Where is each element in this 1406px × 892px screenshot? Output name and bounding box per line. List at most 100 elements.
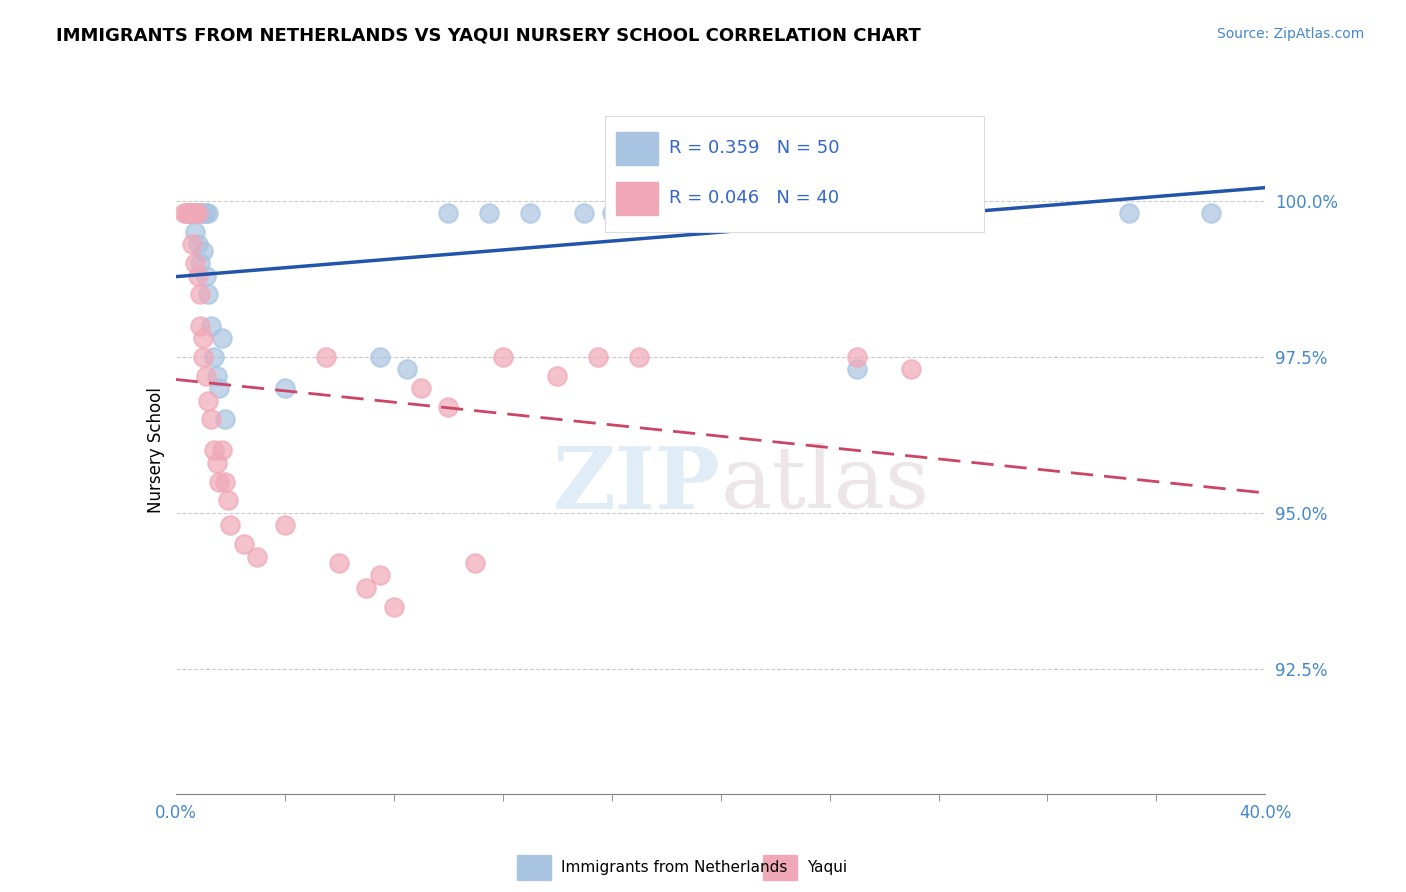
Point xyxy=(176,206,198,220)
Point xyxy=(627,350,650,364)
Point xyxy=(208,381,231,395)
Point xyxy=(586,350,609,364)
Point xyxy=(900,362,922,376)
Point xyxy=(205,456,228,470)
Point xyxy=(737,206,759,220)
Point xyxy=(191,244,214,258)
Point xyxy=(184,206,207,220)
Point xyxy=(186,268,209,283)
Point xyxy=(194,368,217,383)
Text: atlas: atlas xyxy=(721,443,929,526)
Text: ZIP: ZIP xyxy=(553,442,721,527)
Point xyxy=(191,331,214,345)
Point xyxy=(382,599,405,614)
Point xyxy=(200,318,222,333)
Point xyxy=(176,206,198,220)
Point xyxy=(859,206,882,220)
Point xyxy=(655,206,678,220)
Point xyxy=(214,475,236,489)
Point xyxy=(845,362,868,376)
Point xyxy=(194,268,217,283)
Point xyxy=(315,350,337,364)
Point xyxy=(188,318,211,333)
Point xyxy=(600,206,623,220)
Text: R = 0.046   N = 40: R = 0.046 N = 40 xyxy=(669,189,839,207)
Point xyxy=(184,225,207,239)
Point xyxy=(214,412,236,426)
Point xyxy=(205,368,228,383)
Text: Source: ZipAtlas.com: Source: ZipAtlas.com xyxy=(1216,27,1364,41)
Point xyxy=(184,206,207,220)
Point xyxy=(492,350,515,364)
Point xyxy=(437,206,460,220)
Point xyxy=(396,362,419,376)
Point xyxy=(900,206,922,220)
Point xyxy=(197,206,219,220)
Point xyxy=(437,400,460,414)
Point xyxy=(181,206,204,220)
Point xyxy=(682,206,704,220)
Point xyxy=(804,206,827,220)
Point xyxy=(356,581,378,595)
FancyBboxPatch shape xyxy=(616,132,658,165)
Point xyxy=(778,206,800,220)
FancyBboxPatch shape xyxy=(616,182,658,214)
Point xyxy=(181,206,204,220)
FancyBboxPatch shape xyxy=(762,855,797,880)
Point xyxy=(274,518,297,533)
Point xyxy=(211,443,233,458)
Point xyxy=(173,206,195,220)
Point xyxy=(696,206,718,220)
Point xyxy=(845,350,868,364)
Point xyxy=(232,537,254,551)
Point xyxy=(710,206,733,220)
Point xyxy=(191,350,214,364)
Point xyxy=(763,206,786,220)
Text: Immigrants from Netherlands: Immigrants from Netherlands xyxy=(561,860,787,875)
Point xyxy=(1118,206,1140,220)
FancyBboxPatch shape xyxy=(517,855,551,880)
Point xyxy=(723,206,745,220)
Point xyxy=(179,206,201,220)
Text: IMMIGRANTS FROM NETHERLANDS VS YAQUI NURSERY SCHOOL CORRELATION CHART: IMMIGRANTS FROM NETHERLANDS VS YAQUI NUR… xyxy=(56,27,921,45)
Point xyxy=(818,206,841,220)
Text: Yaqui: Yaqui xyxy=(807,860,848,875)
Point xyxy=(751,206,773,220)
Point xyxy=(202,443,225,458)
Point xyxy=(1199,206,1222,220)
Point xyxy=(873,206,896,220)
Y-axis label: Nursery School: Nursery School xyxy=(146,387,165,514)
Point xyxy=(519,206,541,220)
Point xyxy=(211,331,233,345)
Point xyxy=(188,256,211,270)
Point xyxy=(368,350,391,364)
Point xyxy=(328,556,350,570)
Point xyxy=(197,393,219,408)
Text: R = 0.359   N = 50: R = 0.359 N = 50 xyxy=(669,139,839,157)
Point xyxy=(219,518,242,533)
Point xyxy=(208,475,231,489)
Point xyxy=(200,412,222,426)
Point xyxy=(546,368,568,383)
Point xyxy=(928,206,950,220)
Point xyxy=(186,237,209,252)
Point xyxy=(194,206,217,220)
Point xyxy=(179,206,201,220)
Point xyxy=(641,206,664,220)
Point xyxy=(409,381,432,395)
Point xyxy=(186,206,209,220)
Point xyxy=(202,350,225,364)
Point xyxy=(181,237,204,252)
Point xyxy=(184,256,207,270)
Point xyxy=(186,206,209,220)
Point xyxy=(188,287,211,301)
Point xyxy=(274,381,297,395)
Point xyxy=(191,206,214,220)
Point xyxy=(574,206,596,220)
Point xyxy=(627,206,650,220)
Point xyxy=(217,493,239,508)
Point xyxy=(368,568,391,582)
Point xyxy=(792,206,814,220)
Point xyxy=(246,549,269,564)
Point xyxy=(188,206,211,220)
